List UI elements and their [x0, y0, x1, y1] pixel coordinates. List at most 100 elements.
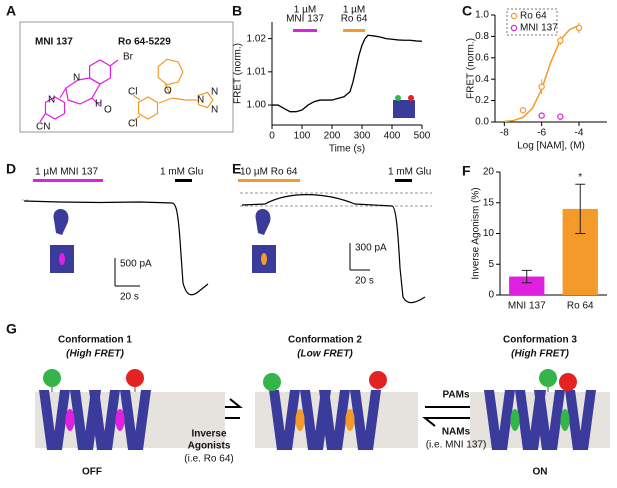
fluorophore: [43, 369, 61, 387]
bond: [91, 97, 101, 107]
application-label: 1 µM: [294, 5, 316, 16]
helix: [547, 390, 565, 450]
application-bar: [343, 29, 365, 32]
helix: [497, 390, 515, 450]
atom-label: N: [197, 95, 204, 106]
data-point: [519, 107, 527, 114]
atom-label: N: [211, 87, 218, 98]
ligand-site: [510, 409, 520, 431]
glutamate-bar: [175, 179, 192, 182]
y-tick-label: 0.2: [475, 95, 489, 106]
application-bar: [293, 29, 317, 32]
x-tick-label: -8: [500, 128, 509, 139]
scale-label: 500 pA: [120, 259, 152, 270]
x-tick-label: -6: [537, 128, 546, 139]
bond: [132, 94, 141, 101]
conformation-title: Conformation 1: [58, 335, 132, 346]
helix: [89, 390, 107, 450]
y-axis-label: Inverse Agonism (%): [471, 187, 482, 279]
modulator-label: Inverse: [191, 429, 226, 440]
atom-label: N: [73, 73, 80, 84]
y-tick-label: 0.6: [475, 52, 489, 63]
atom-label: Cl: [128, 119, 137, 130]
glutamate-label: 1 mM Glu: [388, 167, 431, 178]
fit-curve: [504, 24, 580, 123]
panel-label: G: [6, 321, 17, 337]
x-tick-label: 400: [384, 131, 401, 142]
fluorophore: [263, 373, 281, 391]
ring: [137, 96, 159, 120]
ligand-icon: [261, 253, 267, 265]
drug-bar: [33, 179, 103, 182]
y-tick-label: 0: [488, 290, 494, 301]
receptor-icon: [53, 208, 69, 235]
atom-label: N: [48, 95, 55, 106]
inset-dot: [395, 95, 401, 101]
scale-label: 20 s: [355, 276, 374, 287]
error-bar: [575, 183, 586, 234]
y-axis-label: FRET (norm.): [233, 43, 244, 104]
helix: [332, 390, 350, 450]
x-tick-label: MNI 137: [508, 301, 546, 312]
conformation-subtitle: (High FRET): [66, 349, 124, 360]
bond: [158, 97, 173, 104]
conformation-subtitle: (Low FRET): [297, 349, 353, 360]
ring: [197, 91, 214, 109]
x-tick-label: 500: [414, 131, 431, 142]
helix: [565, 390, 583, 450]
scale-label: 300 pA: [355, 243, 387, 254]
reference-dash: [240, 192, 432, 207]
fluorophore: [369, 371, 387, 389]
drug-label: 10 µM Ro 64: [240, 167, 298, 178]
bond: [39, 113, 46, 123]
state-label: ON: [533, 467, 548, 478]
legend-swatch: [510, 24, 518, 32]
atom-label: Br: [123, 52, 134, 63]
x-tick-label: -4: [575, 128, 584, 139]
panel-label: F: [462, 163, 471, 179]
significance-mark: *: [578, 172, 582, 183]
drug-bar: [238, 179, 300, 182]
application-label: Ro 64: [341, 14, 368, 25]
helix: [269, 390, 287, 450]
helix: [534, 390, 552, 450]
inset-receptor: [393, 100, 415, 118]
modulator-note: (i.e. MNI 137): [426, 440, 487, 451]
helix: [282, 390, 300, 450]
conformation-title: Conformation 2: [288, 335, 362, 346]
legend-label: Ro 64: [520, 11, 547, 22]
modulator-label: NAMs: [442, 427, 471, 438]
helix: [319, 390, 337, 450]
helix: [39, 390, 57, 450]
x-tick-label: Ro 64: [567, 301, 594, 312]
glutamate-label: 1 mM Glu: [160, 167, 203, 178]
panel-label: E: [232, 161, 241, 177]
current-trace: [23, 200, 209, 296]
atom-label: O: [104, 105, 112, 116]
ligand-site: [65, 409, 75, 431]
modulator-label: Agonists: [188, 441, 231, 452]
bar: [509, 276, 545, 295]
y-tick-label: 1.02: [247, 33, 267, 44]
bond: [109, 59, 119, 67]
conformation-subtitle: (High FRET): [511, 349, 569, 360]
fret-trace: [272, 34, 423, 113]
y-tick-label: 15: [483, 197, 495, 208]
ligand-site: [560, 409, 570, 431]
receptor-icon: [255, 208, 271, 235]
structure-box: [19, 21, 234, 133]
compound-name: Ro 64-5229: [118, 37, 171, 48]
conformation-title: Conformation 3: [503, 335, 577, 346]
bond: [59, 87, 67, 99]
bond: [164, 83, 171, 95]
y-tick-label: 1.0: [475, 10, 489, 21]
panel-label: D: [6, 161, 16, 177]
modulator-note: (i.e. Ro 64): [184, 454, 233, 465]
ligand-site: [115, 409, 125, 431]
atom-label: CN: [36, 122, 50, 133]
helix: [350, 390, 368, 450]
ligand-site: [345, 409, 355, 431]
panel-label: B: [232, 3, 242, 19]
atom-label: N: [211, 105, 218, 116]
